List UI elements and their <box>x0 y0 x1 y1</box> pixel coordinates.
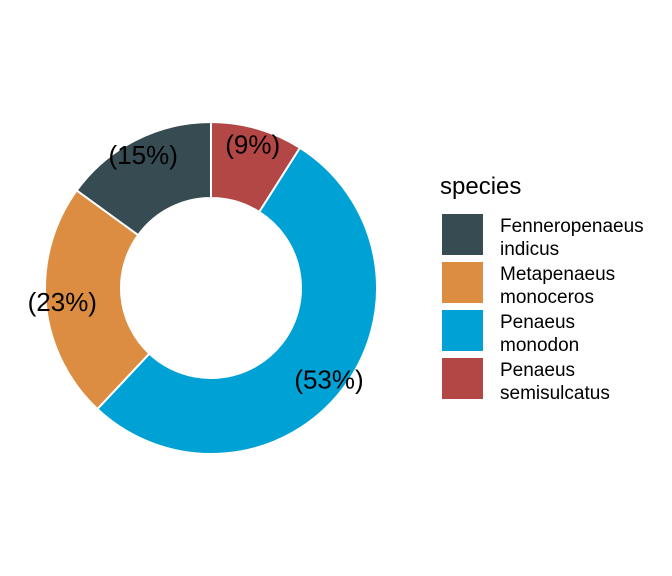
legend-label-fenneropenaeus-indicus: Fenneropenaeus indicus <box>500 216 644 260</box>
legend-item-penaeus-semisulcatus: Penaeus semisulcatus <box>442 358 610 404</box>
legend-label-metapenaeus-monoceros: Metapenaeus monoceros <box>500 264 615 308</box>
slice-label-penaeus-monodon: (53%) <box>294 365 363 395</box>
slice-labels: (9%) (53%) (23%) (15%) <box>28 130 364 395</box>
legend-item-metapenaeus-monoceros: Metapenaeus monoceros <box>442 262 615 308</box>
legend-label-penaeus-semisulcatus: Penaeus semisulcatus <box>500 360 610 404</box>
slice-fenneropenaeus-indicus <box>75 120 212 237</box>
slice-label-penaeus-semisulcatus: (9%) <box>225 130 280 160</box>
legend-swatch-penaeus-semisulcatus <box>442 358 483 399</box>
legend-swatch-penaeus-monodon <box>442 310 483 351</box>
legend: species Fenneropenaeus indicusMetapenaeus… <box>440 173 644 404</box>
legend-swatch-fenneropenaeus-indicus <box>442 214 483 255</box>
slice-penaeus-monodon <box>95 146 378 455</box>
legend-label-penaeus-monodon: Penaeus monodon <box>500 312 579 356</box>
slice-metapenaeus-monoceros <box>44 189 151 411</box>
legend-item-fenneropenaeus-indicus: Fenneropenaeus indicus <box>442 214 644 260</box>
slice-label-metapenaeus-monoceros: (23%) <box>28 287 97 317</box>
legend-title: species <box>440 173 521 200</box>
legend-item-penaeus-monodon: Penaeus monodon <box>442 310 579 356</box>
slice-label-fenneropenaeus-indicus: (15%) <box>109 140 178 170</box>
donut-slices <box>44 120 378 455</box>
legend-swatch-metapenaeus-monoceros <box>442 262 483 303</box>
